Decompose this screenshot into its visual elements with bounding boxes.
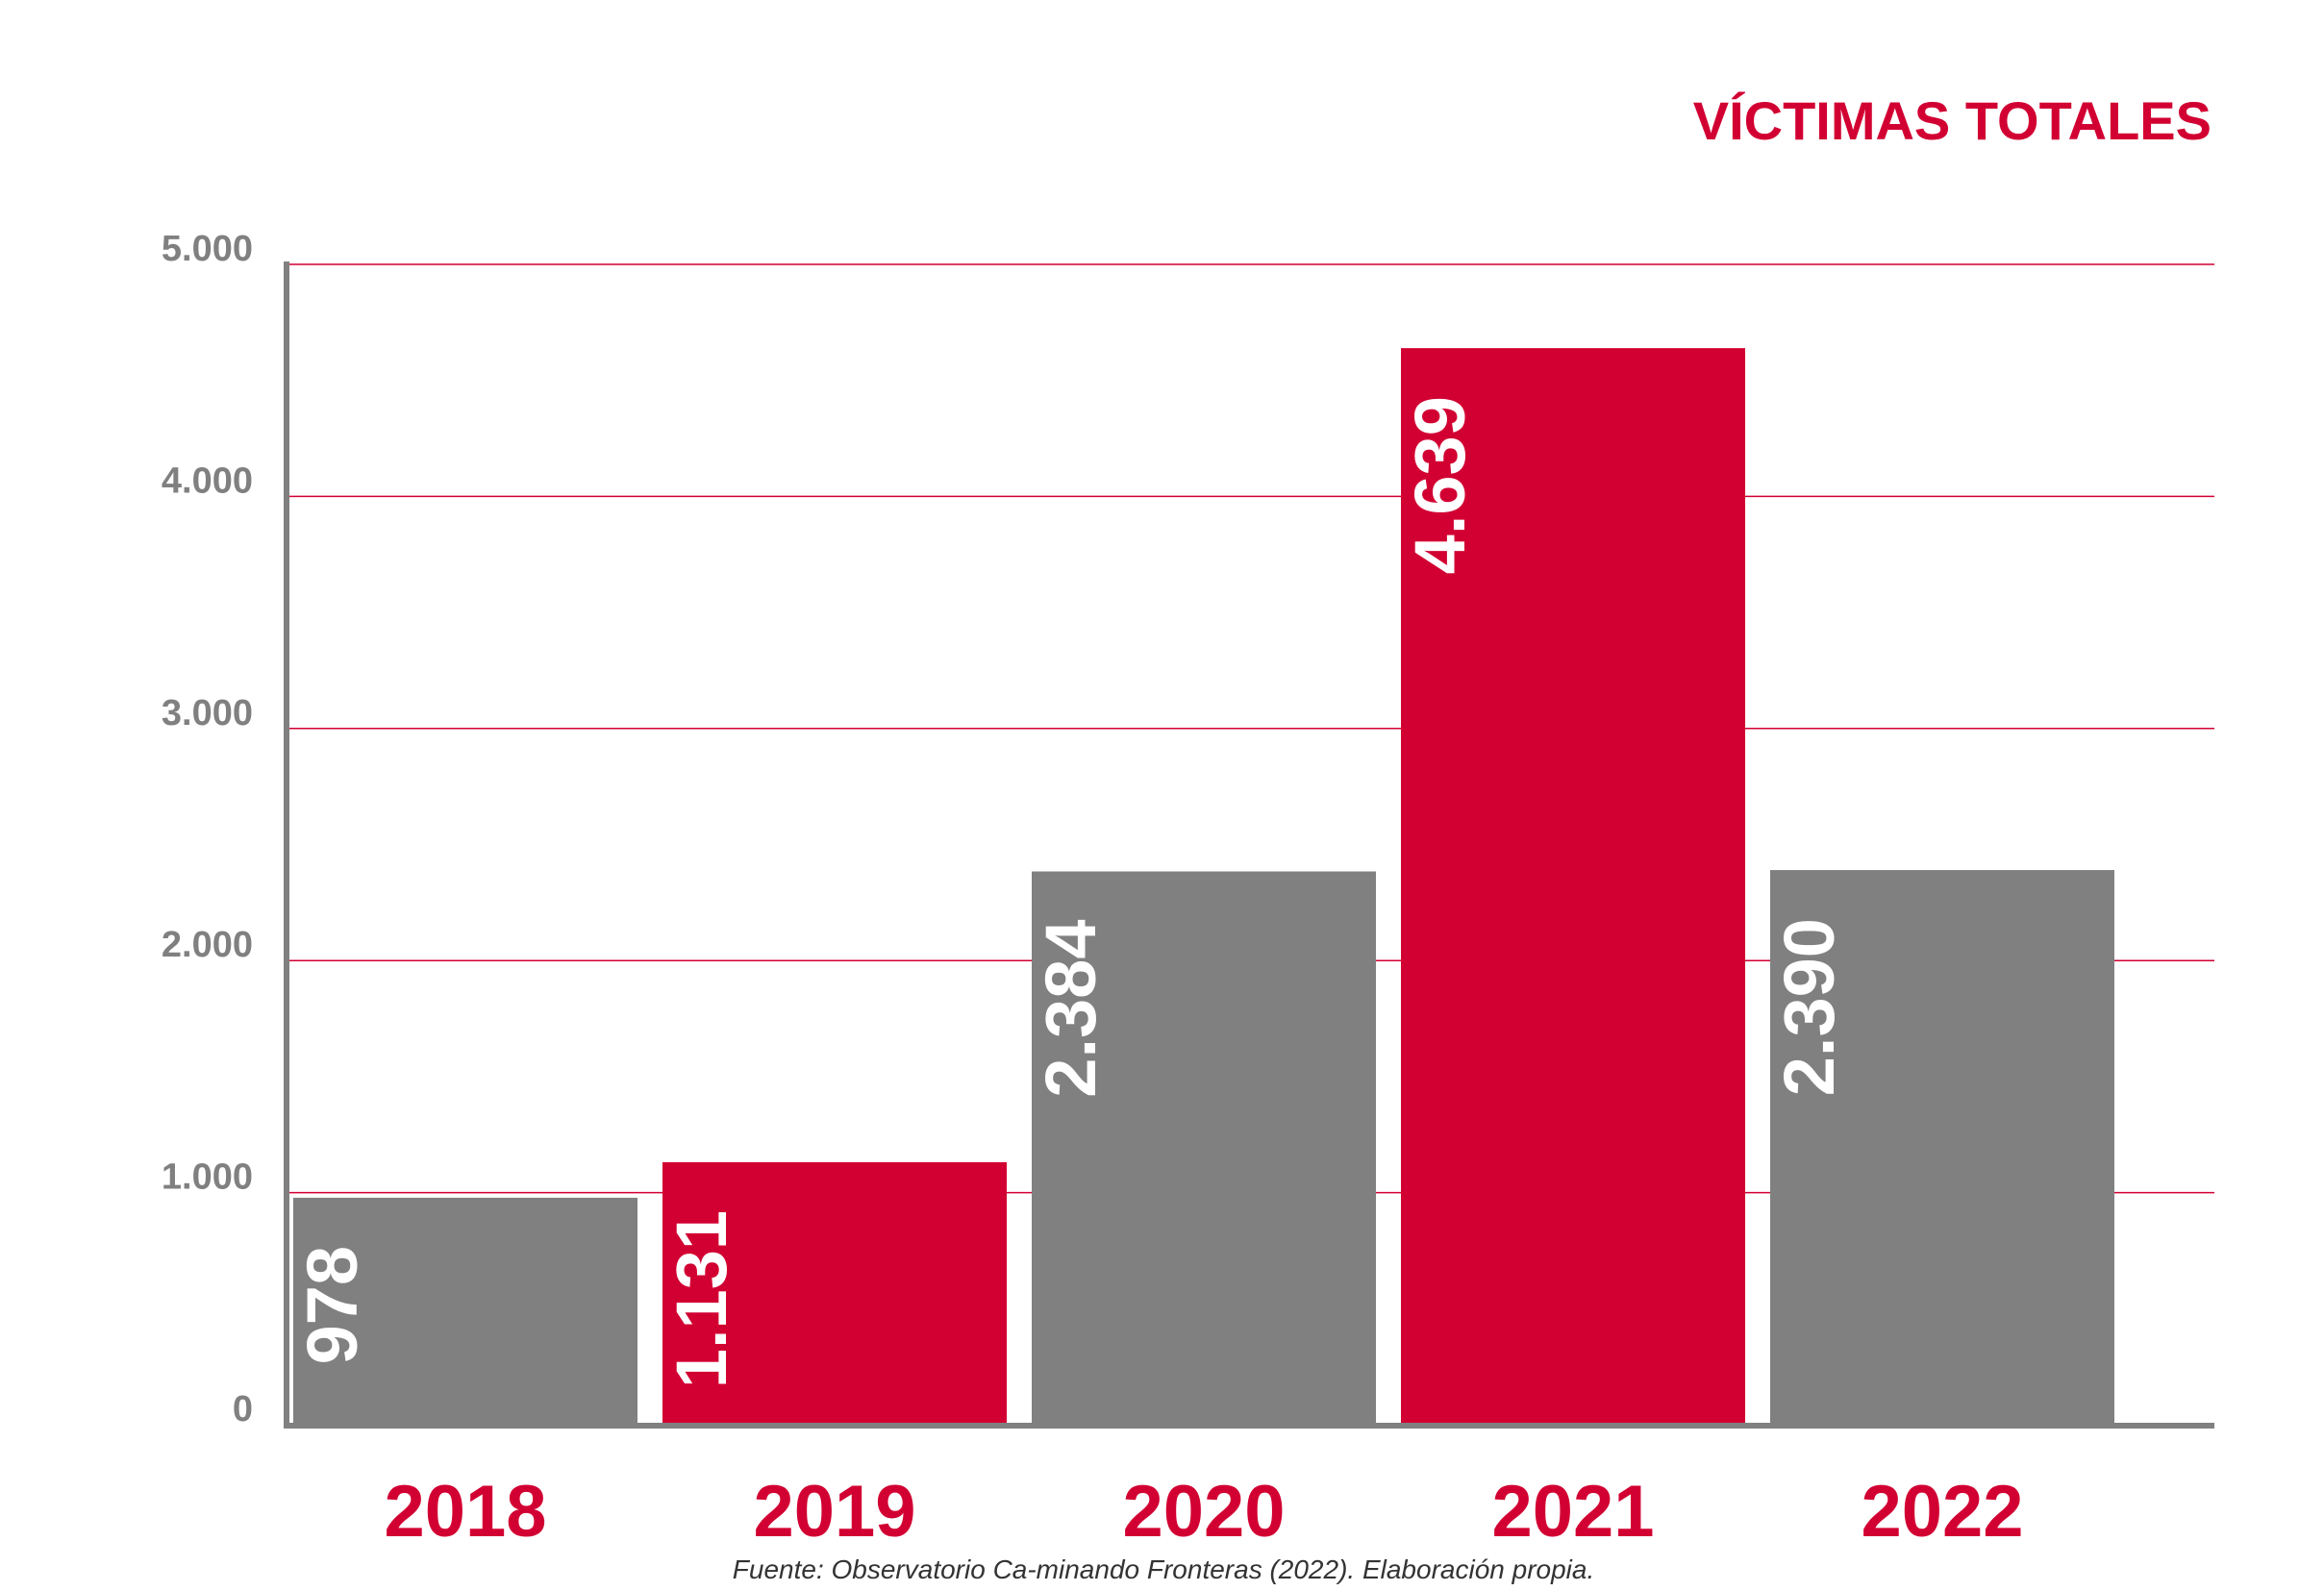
bar-2022 [1770, 870, 2114, 1425]
y-tick-label-3000: 3.000 [162, 693, 253, 733]
axes [284, 261, 2214, 1429]
x-tick-label-2019: 2019 [753, 1471, 915, 1553]
data-label-2022: 2.390 [1769, 918, 1849, 1096]
x-axis-ticks: 2018 2019 2020 2021 2022 [384, 1471, 2023, 1553]
source-note: Fuente: Observatorio Ca-minando Frontera… [733, 1554, 1594, 1584]
data-label-2018: 978 [292, 1246, 372, 1364]
x-tick-label-2018: 2018 [384, 1471, 546, 1553]
bar-2018 [293, 1197, 637, 1425]
bar-2021 [1401, 348, 1745, 1425]
y-tick-label-4000: 4.000 [162, 460, 253, 501]
data-label-2020: 2.384 [1031, 920, 1111, 1098]
x-tick-label-2020: 2020 [1122, 1471, 1285, 1553]
bar-2020 [1032, 871, 1376, 1425]
data-label-2019: 1.131 [662, 1210, 741, 1388]
y-tick-label-2000: 2.000 [162, 925, 253, 965]
bar-2019 [662, 1161, 1007, 1425]
y-tick-label-5000: 5.000 [162, 229, 253, 269]
y-tick-label-1000: 1.000 [162, 1157, 253, 1198]
y-axis-ticks: 0 1.000 2.000 3.000 4.000 5.000 [162, 229, 253, 1429]
x-tick-label-2021: 2021 [1491, 1471, 1654, 1553]
chart-title: VÍCTIMAS TOTALES [1693, 90, 2212, 151]
data-label-2021: 4.639 [1400, 396, 1480, 574]
y-tick-label-0: 0 [233, 1389, 253, 1429]
x-tick-label-2022: 2022 [1861, 1471, 2023, 1553]
bars: 978 1.131 2.384 4.639 2.390 [292, 348, 2114, 1425]
